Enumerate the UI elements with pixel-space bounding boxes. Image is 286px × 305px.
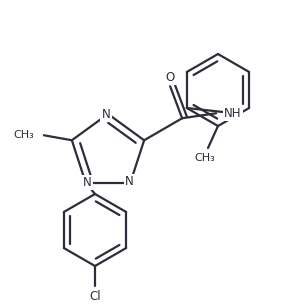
Text: Cl: Cl (89, 289, 101, 303)
Text: CH₃: CH₃ (195, 153, 215, 163)
Text: N: N (102, 107, 110, 120)
Text: N: N (125, 175, 134, 188)
Text: N: N (83, 176, 92, 189)
Text: NH: NH (224, 107, 242, 120)
Text: CH₃: CH₃ (13, 130, 34, 140)
Text: O: O (166, 71, 175, 84)
